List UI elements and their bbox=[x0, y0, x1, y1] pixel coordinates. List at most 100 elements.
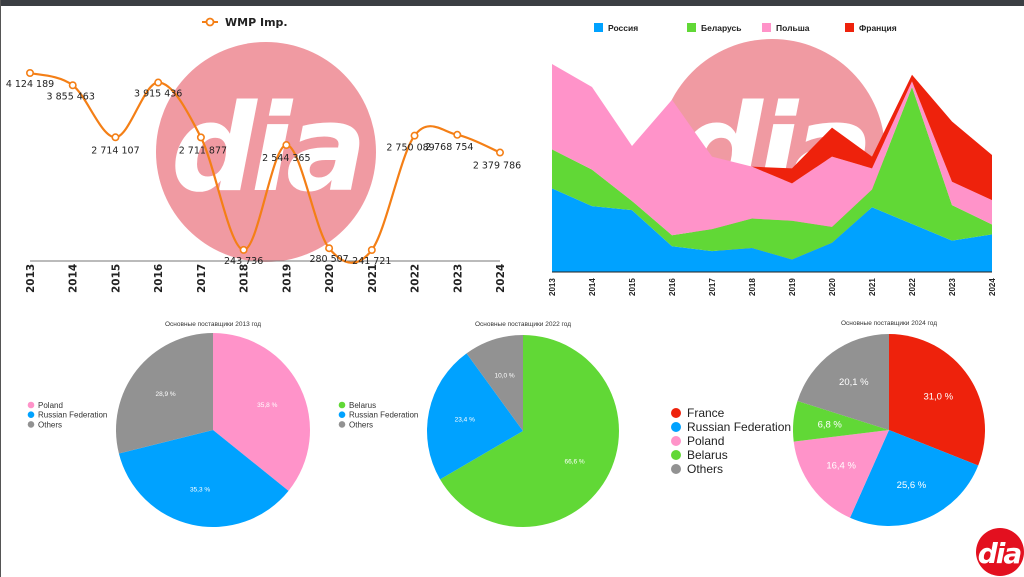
legend-swatch-icon bbox=[762, 23, 771, 32]
area-series-3 bbox=[552, 64, 992, 201]
legend-swatch-icon bbox=[845, 23, 854, 32]
legend-label: Беларусь bbox=[701, 23, 742, 33]
data-label: 2 714 107 bbox=[91, 145, 139, 156]
legend-dot-icon bbox=[27, 401, 35, 409]
x-tick-label: 2014 bbox=[588, 278, 597, 296]
legend-dot-icon bbox=[338, 401, 346, 409]
logo-text: dia bbox=[978, 537, 1022, 570]
legend-dot-icon bbox=[27, 421, 35, 428]
legend-label: Россия bbox=[608, 23, 638, 33]
dia-logo: dia bbox=[976, 528, 1024, 576]
x-tick-label: 2016 bbox=[153, 264, 165, 293]
x-tick-label: 2022 bbox=[410, 264, 422, 293]
data-point bbox=[154, 78, 163, 87]
data-point bbox=[367, 246, 376, 255]
data-label: 2 768 754 bbox=[425, 142, 473, 153]
x-tick-label: 2017 bbox=[196, 264, 208, 293]
legend-dot-icon bbox=[338, 421, 346, 428]
data-label: 2 544 365 bbox=[262, 153, 310, 164]
legend-dot-icon bbox=[671, 450, 681, 460]
pie-chart-3: Основные поставщики 2022 год 66,6 % Belaru… bbox=[338, 321, 619, 527]
legend-swatch-icon bbox=[687, 23, 696, 32]
x-tick-label: 2022 bbox=[908, 278, 917, 296]
pie-slice bbox=[115, 333, 213, 454]
legend-label: WMP Imp. bbox=[225, 16, 288, 29]
x-tick-label: 2017 bbox=[708, 278, 717, 296]
slice-label: 6,8 % bbox=[818, 419, 843, 430]
watermark-logo: dia bbox=[171, 80, 361, 219]
slice-label: 25,6 % bbox=[897, 480, 927, 491]
x-tick-label: 2019 bbox=[788, 278, 797, 296]
pie-chart-4: Основные поставщики 2024 год 31,0 % France… bbox=[671, 320, 985, 526]
x-tick-label: 2019 bbox=[281, 264, 293, 293]
slice-label: 35,8 % bbox=[257, 402, 277, 409]
legend-label: Belarus bbox=[349, 401, 376, 410]
x-tick-label: 2021 bbox=[868, 278, 877, 296]
data-label: 2 750 089 bbox=[386, 143, 434, 154]
pie-title: Основные поставщики 2024 год bbox=[841, 320, 937, 327]
data-point bbox=[68, 81, 77, 90]
x-tick-label: 2018 bbox=[748, 278, 757, 296]
legend-label: Russian Federation bbox=[687, 420, 791, 434]
data-point bbox=[25, 69, 34, 78]
data-label: 241 721 bbox=[352, 256, 391, 267]
pie-slice bbox=[440, 335, 619, 527]
legend-label: Russian Federation bbox=[38, 411, 107, 420]
area-chart: 2013 2014 2015 2016 2017 2018 2019 2020 2021 2022… bbox=[548, 23, 997, 296]
pie-slice bbox=[797, 334, 889, 430]
legend-dot-icon bbox=[671, 436, 681, 446]
slice-label: 31,0 % bbox=[923, 392, 953, 403]
pie-slice bbox=[850, 430, 979, 526]
watermark-line-chart: dia bbox=[156, 42, 376, 262]
legend-label: Others bbox=[38, 420, 62, 429]
x-tick-label: 2020 bbox=[828, 278, 837, 296]
x-tick-label: 2013 bbox=[25, 264, 37, 293]
pie-slice bbox=[118, 430, 289, 527]
area-series-2 bbox=[552, 64, 992, 236]
x-tick-label: 2015 bbox=[628, 278, 637, 296]
line-chart: 4 124 189 2013 3 855 463 2014 2 714 107 2015 3… bbox=[6, 16, 521, 293]
legend-dot-icon bbox=[27, 411, 35, 419]
legend-dot-icon bbox=[671, 464, 681, 474]
data-point bbox=[196, 133, 205, 142]
x-tick-label: 2020 bbox=[324, 264, 336, 293]
x-tick-label: 2013 bbox=[548, 278, 557, 296]
legend-dot-icon bbox=[671, 422, 681, 432]
x-tick-label: 2023 bbox=[948, 278, 957, 296]
data-label: 2 711 877 bbox=[179, 145, 227, 156]
x-tick-label: 2018 bbox=[239, 264, 251, 293]
legend-dot-icon bbox=[671, 408, 681, 418]
logo-circle bbox=[976, 528, 1024, 576]
data-point bbox=[410, 131, 419, 140]
data-label: 3 915 436 bbox=[134, 89, 182, 100]
legend-label: Belarus bbox=[687, 448, 728, 462]
pie-title: Основные поставщики 2022 год bbox=[475, 321, 571, 328]
data-point bbox=[282, 141, 291, 150]
data-point bbox=[325, 244, 334, 253]
legend-dot-icon bbox=[338, 411, 346, 419]
legend-marker-icon bbox=[205, 17, 215, 27]
area-series-1 bbox=[552, 87, 992, 260]
window-left-border bbox=[0, 0, 1, 577]
window-top-bar bbox=[0, 0, 1024, 6]
x-tick-label: 2024 bbox=[988, 278, 997, 296]
slice-label: 16,4 % bbox=[826, 460, 856, 471]
slice-label: 20,1 % bbox=[839, 377, 869, 388]
slice-label: 66,6 % bbox=[564, 459, 584, 466]
slice-label: 23,4 % bbox=[455, 417, 475, 424]
data-point bbox=[111, 133, 120, 142]
data-point bbox=[495, 148, 504, 157]
pie-slice bbox=[426, 353, 523, 480]
legend-label: Poland bbox=[38, 401, 63, 410]
pie-slice bbox=[889, 334, 985, 466]
x-tick-label: 2016 bbox=[668, 278, 677, 296]
data-label: 280 507 bbox=[309, 254, 348, 265]
legend-label: Others bbox=[349, 420, 373, 429]
legend-label: France bbox=[687, 406, 725, 420]
slice-label: 35,3 % bbox=[190, 487, 210, 494]
pie-slice bbox=[213, 333, 310, 491]
legend-label: Польша bbox=[776, 23, 810, 33]
legend-swatch-icon bbox=[594, 23, 603, 32]
pie-title: Основные поставщики 2013 год bbox=[165, 321, 261, 328]
